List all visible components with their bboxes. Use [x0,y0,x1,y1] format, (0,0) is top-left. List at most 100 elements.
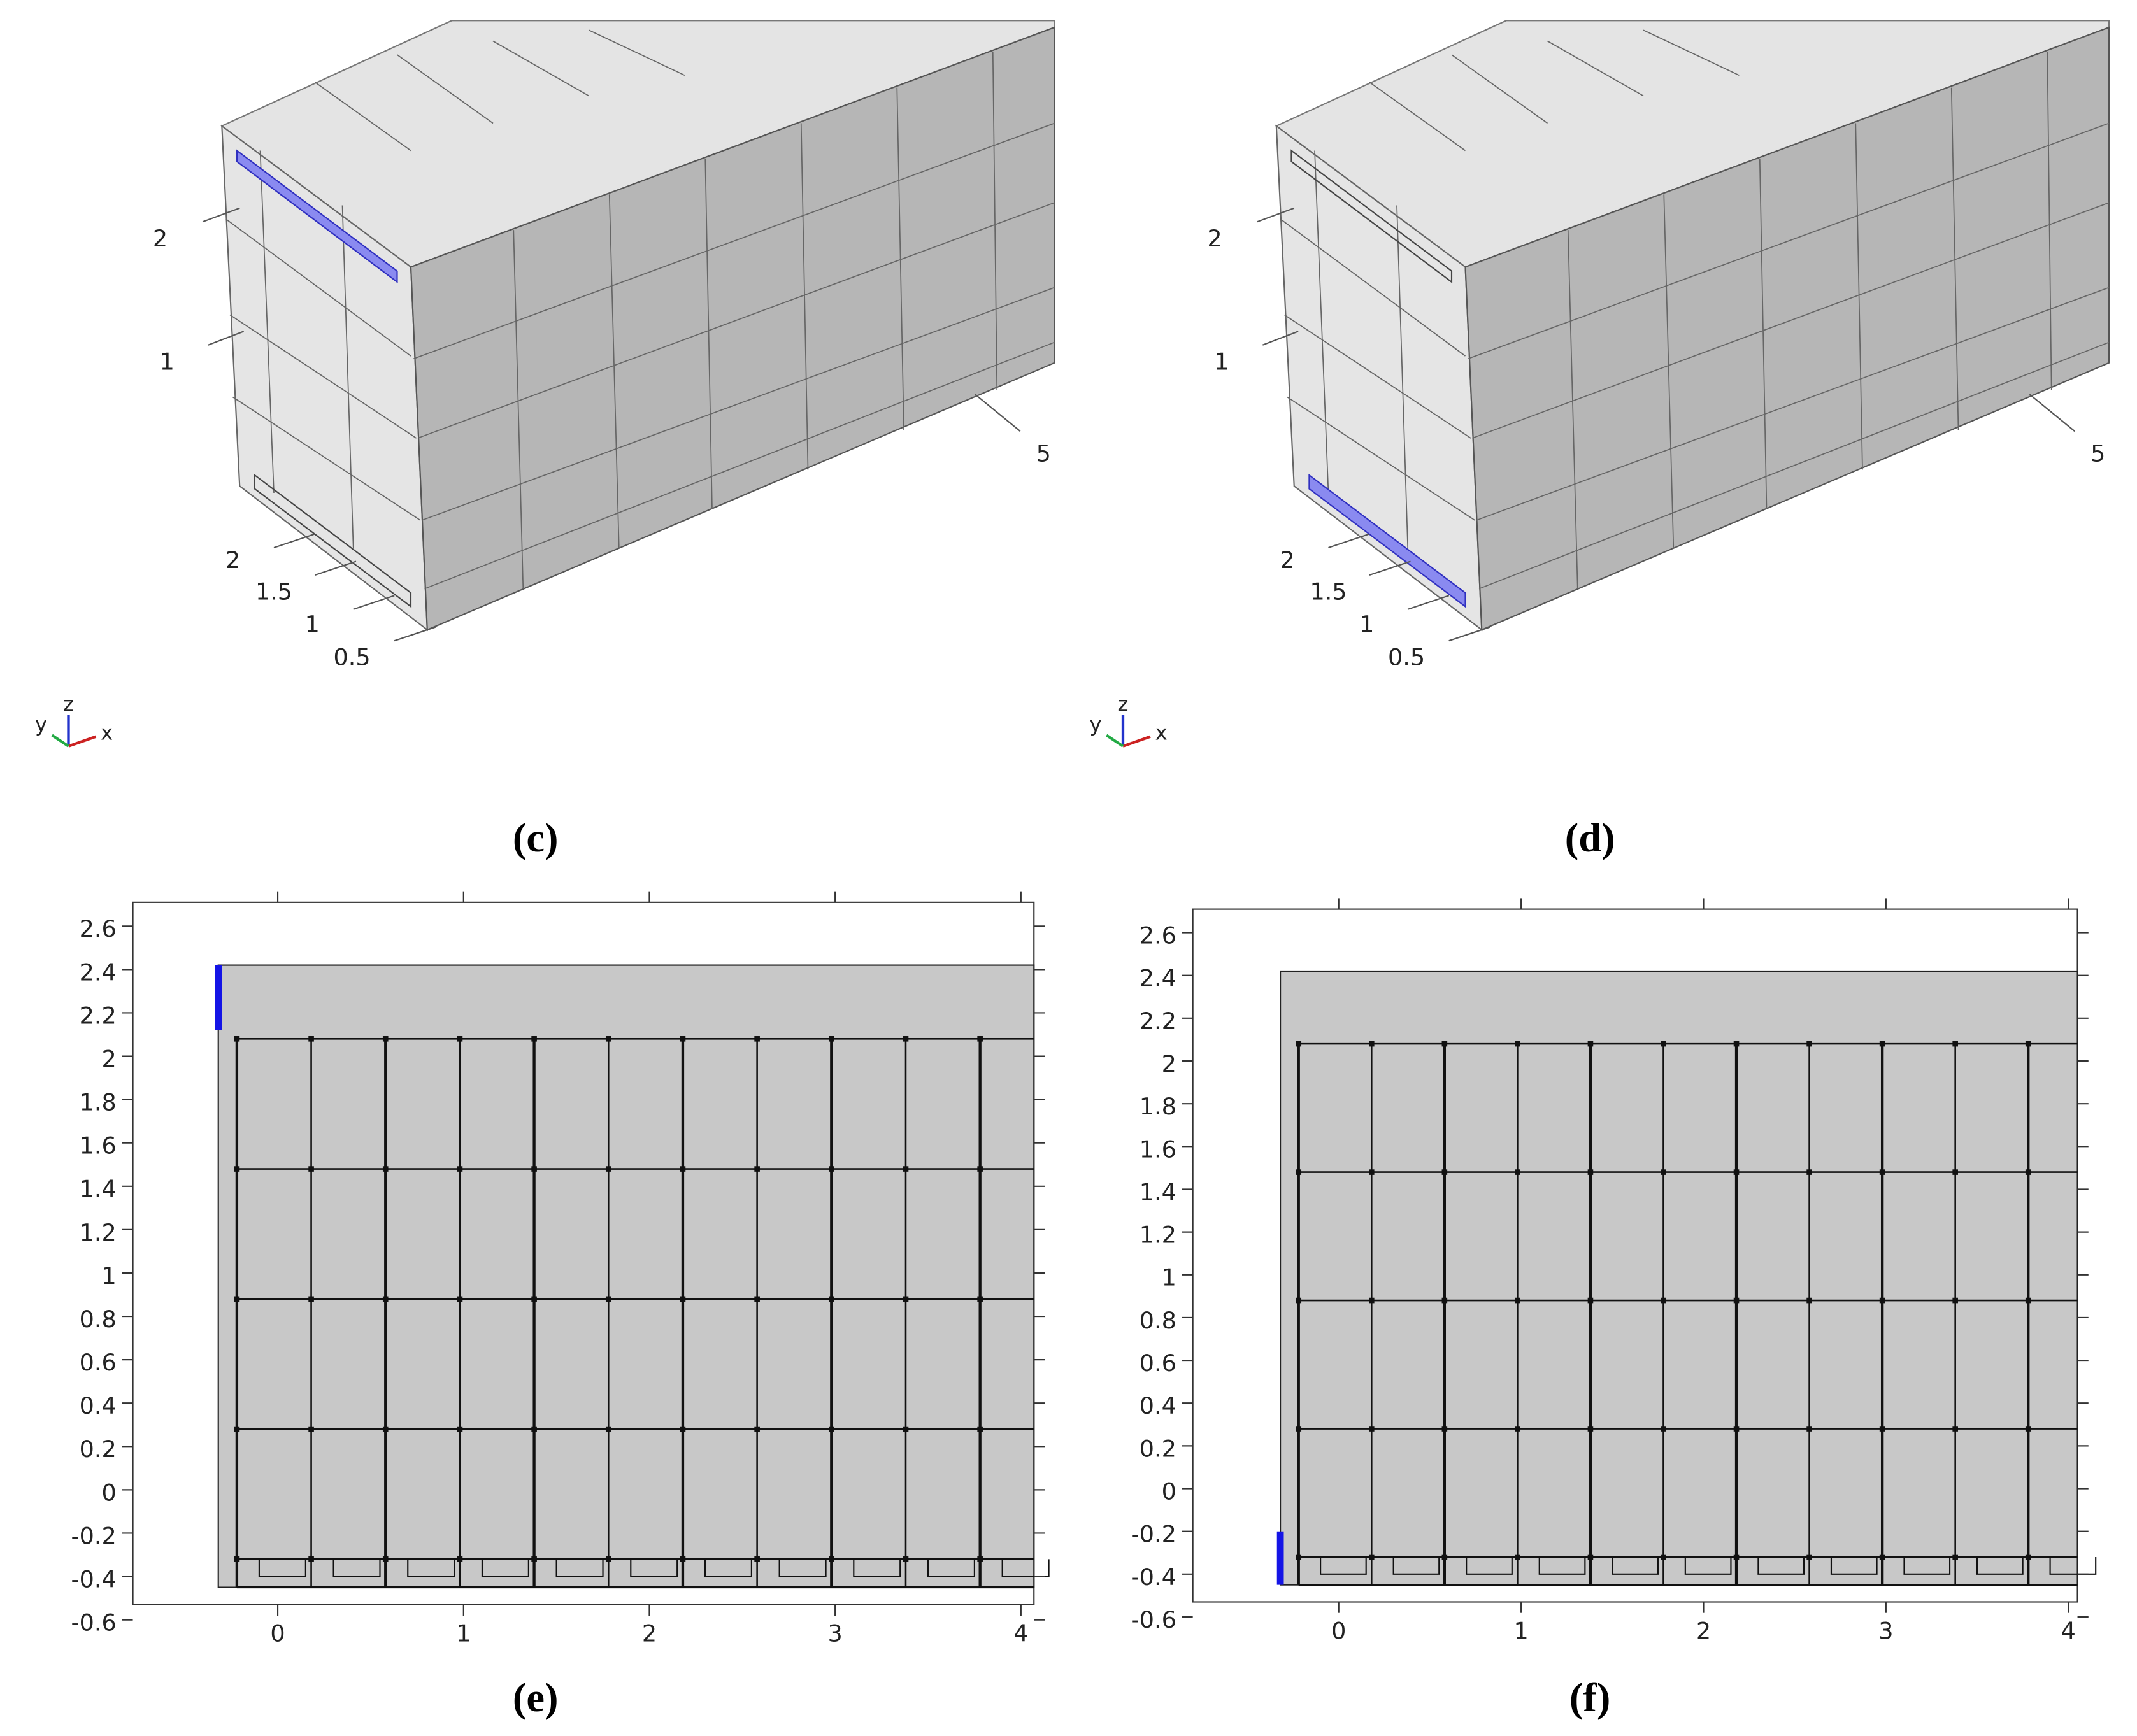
vertex [1661,1297,1666,1304]
vertex [2025,1297,2031,1304]
vertex [1368,1169,1375,1175]
vertex [605,1296,611,1302]
vertex [977,1296,983,1302]
y-tick-label: 2.6 [80,915,117,943]
axis-label: 0.5 [1388,644,1425,671]
vertex [234,1296,240,1302]
vertex [1661,1554,1666,1560]
vertex [977,1556,983,1562]
vertex [382,1036,389,1042]
vertex [1806,1554,1812,1560]
y-tick-label: 1.2 [1140,1221,1176,1249]
vertex [1806,1041,1812,1047]
axis-label: 2 [1207,225,1222,252]
vertex [680,1166,686,1172]
y-tick-label: 2 [101,1045,116,1072]
axis-label: 2 [153,225,168,252]
y-tick-label: 0.6 [1140,1349,1176,1377]
vertex [680,1036,686,1042]
geometry-line [2049,1556,2097,1575]
triad-label: z [63,692,74,716]
axis-label: 5 [2091,439,2105,467]
triad-axis [68,735,97,748]
y-tick-label: 0.6 [80,1349,117,1376]
geometry-line [1612,1556,1659,1575]
y-tick-label: 1 [101,1262,116,1290]
x-tick-label: 4 [1013,1620,1028,1647]
vertex [234,1556,240,1562]
geometry-line [1392,1556,1440,1575]
geometry-line [1538,1556,1586,1575]
vertex [308,1426,314,1432]
vertex [1515,1554,1520,1560]
y-tick-label: -0.2 [71,1522,116,1549]
y-tick-label: 1 [1162,1264,1176,1291]
y-tick-label: 2.2 [80,1002,117,1029]
side-face [1464,26,2110,631]
y-tick-label: 1.4 [1140,1178,1176,1206]
vertex [1368,1297,1375,1304]
vertex [531,1296,537,1302]
y-tick-label: 2.4 [1140,965,1176,992]
vertex [605,1166,611,1172]
triad-label: x [101,720,113,744]
vertex [1441,1041,1448,1047]
vertex [308,1166,314,1172]
vertex [1879,1041,1885,1047]
y-tick-label: -0.4 [1131,1563,1176,1591]
highlight-edge [1308,473,1466,608]
geometry-line [853,1559,901,1577]
geometry-line [927,1559,975,1577]
x-tick-label: 3 [828,1620,843,1647]
vertex [1587,1297,1594,1304]
axis-leaders [202,207,1021,642]
vertex [605,1036,611,1042]
vertex [1441,1169,1448,1175]
vertex [1879,1169,1885,1175]
geometry-line [778,1559,827,1577]
y-tick-label: 1.6 [1140,1135,1176,1163]
y-tick-label: 1.8 [80,1089,117,1116]
vertex [1587,1169,1594,1175]
vertex [457,1036,463,1042]
vertex [903,1296,909,1302]
geometry-line [1001,1559,1050,1577]
geometry-line [1757,1556,1805,1575]
y-tick-label: 2.4 [80,958,117,986]
edge [254,473,412,608]
y-tick-label: 2.2 [1140,1007,1176,1035]
vertex [1879,1297,1885,1304]
y-tick-label: -0.6 [71,1609,116,1637]
plot: 2.6 2.4 2.2 2 1.8 1.6 1.4 1.2 1 0.8 0.6 0.4 0.2 0 -0.2… [71,891,1050,1720]
side-face [410,26,1055,631]
triad-label: x [1155,720,1168,744]
vertex [1587,1041,1594,1047]
y-tick-label: -0.2 [1131,1521,1176,1548]
vertex [234,1426,240,1432]
x-tick-label: 3 [1878,1617,1893,1644]
vertex [457,1166,463,1172]
vertex [1441,1297,1448,1304]
vertex [1879,1426,1885,1432]
vertex [234,1036,240,1042]
vertex [1733,1041,1740,1047]
y-tick-label: 0 [101,1479,116,1506]
vertex [2025,1041,2031,1047]
vertex [382,1556,389,1562]
axis-label: 1.5 [1310,578,1347,605]
vertex [531,1556,537,1562]
triad-axis [1122,735,1151,748]
internal-lines [1280,29,2110,590]
vertex [829,1036,834,1042]
vertex [903,1166,909,1172]
y-tick-label: 1.2 [80,1219,117,1246]
vertex [1733,1297,1740,1304]
vertex [457,1296,463,1302]
vertex [1296,1554,1302,1560]
geometry-line [407,1559,455,1577]
x-tick-label: 2 [1696,1617,1711,1644]
vertex [605,1556,611,1562]
y-tick-label: 1.4 [80,1176,117,1203]
vertex [1733,1169,1740,1175]
geometry-line [1684,1556,1732,1575]
